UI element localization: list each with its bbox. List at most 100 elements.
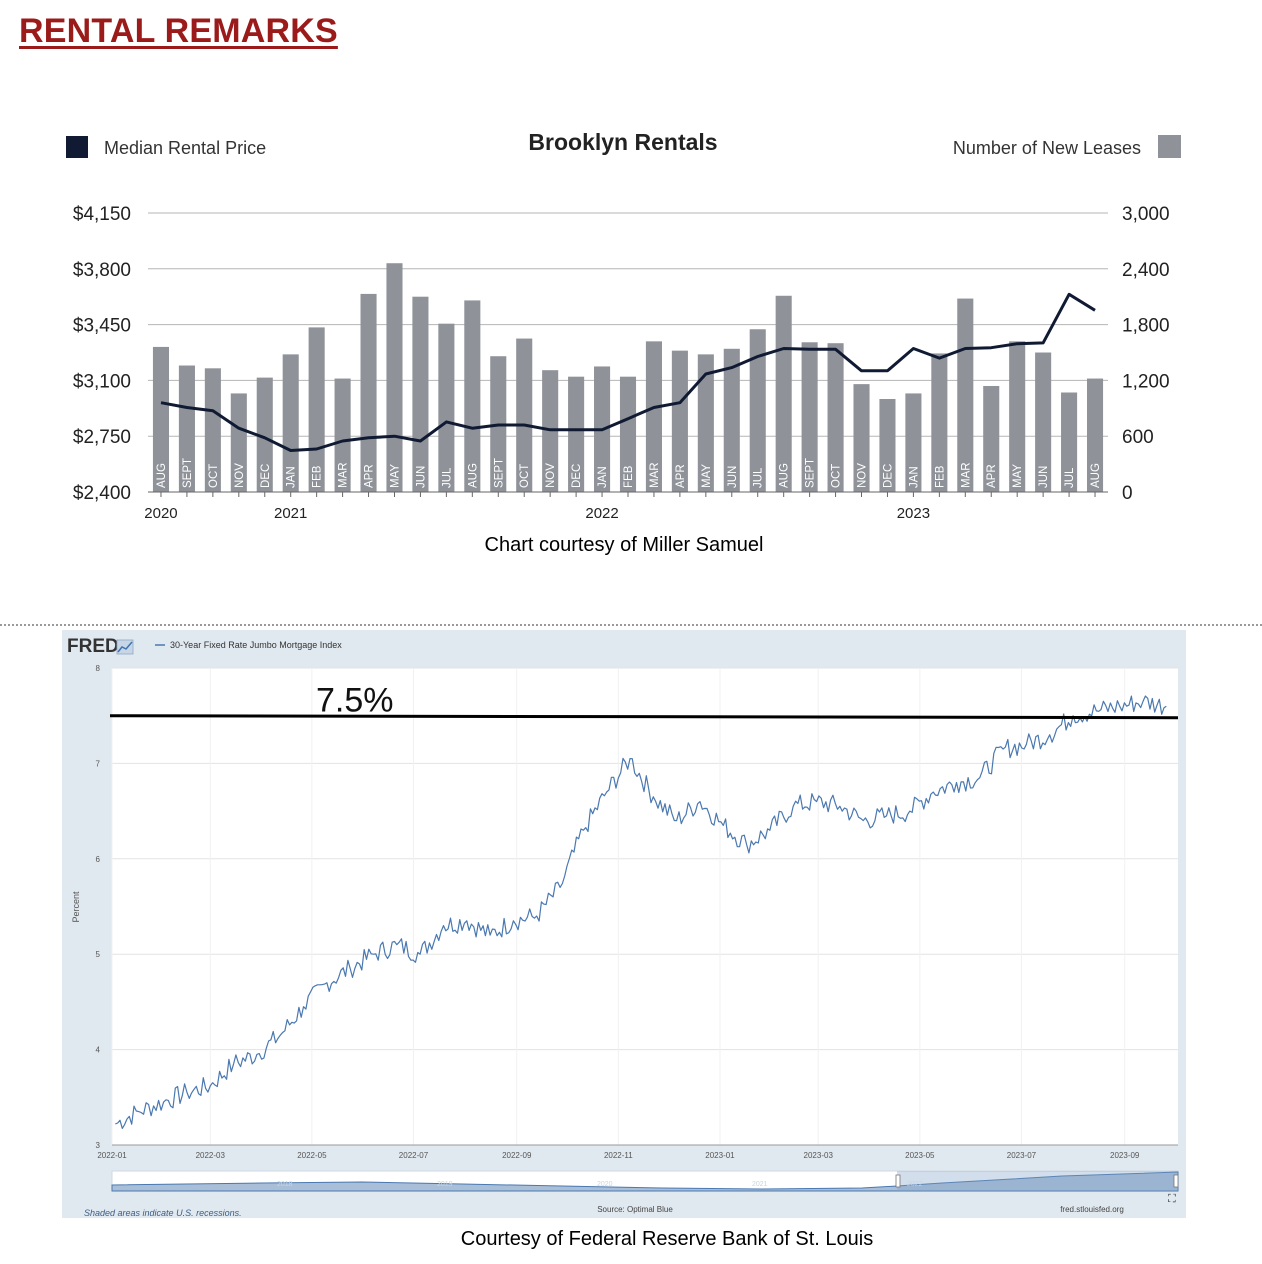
x-month-label: JAN xyxy=(597,466,609,488)
svg-text:FRED: FRED xyxy=(67,636,119,657)
x-month-label: SEPT xyxy=(493,458,505,488)
bar-new-leases xyxy=(256,377,273,492)
y-tick-label: 7 xyxy=(96,759,101,768)
bar-new-leases xyxy=(438,323,455,492)
x-month-label: JUL xyxy=(441,467,453,488)
source-note: Source: Optimal Blue xyxy=(597,1205,673,1214)
y-tick-label: 4 xyxy=(96,1046,101,1055)
bar-new-leases xyxy=(360,293,377,492)
x-month-label: DEC xyxy=(260,464,272,488)
x-month-label: MAY xyxy=(389,464,401,488)
range-navigator[interactable]: 2018 2019 2020 2021 2022 xyxy=(111,1170,1179,1192)
x-tick-label: 2023-05 xyxy=(905,1151,935,1160)
bar-new-leases xyxy=(152,346,170,492)
y-left-tick-label: $3,800 xyxy=(73,260,131,281)
legend-label-median-price: Median Rental Price xyxy=(104,138,266,158)
bar-new-leases xyxy=(204,368,221,492)
y-right-tick-label: 1,800 xyxy=(1122,316,1170,337)
x-month-label: FEB xyxy=(623,465,635,488)
bar-new-leases xyxy=(386,263,403,492)
x-tick-label: 2022-11 xyxy=(604,1151,633,1160)
x-tick-label: 2023-03 xyxy=(804,1151,834,1160)
x-month-label: JAN xyxy=(908,466,920,488)
bar-new-leases xyxy=(464,300,481,492)
x-year-label: 2021 xyxy=(274,505,307,522)
x-month-label: APR xyxy=(986,464,998,488)
y-right-tick-label: 0 xyxy=(1122,483,1133,504)
y-left-tick-label: $4,150 xyxy=(73,204,131,225)
x-month-label: SEPT xyxy=(182,458,194,488)
x-tick-label: 2022-05 xyxy=(297,1151,327,1160)
chart-caption-fed-stlouis: Courtesy of Federal Reserve Bank of St. … xyxy=(460,1228,874,1250)
navigator-year-label: 2020 xyxy=(597,1181,613,1188)
x-tick-label: 2023-01 xyxy=(705,1151,735,1160)
y-left-tick-label: $3,450 xyxy=(73,316,131,337)
x-month-label: MAR xyxy=(338,462,350,488)
y-tick-label: 8 xyxy=(96,664,101,673)
x-month-label: JUN xyxy=(1038,466,1050,488)
bar-new-leases xyxy=(775,295,792,492)
x-month-label: AUG xyxy=(1090,463,1102,488)
fred-site-link[interactable]: fred.stlouisfed.org xyxy=(1060,1205,1124,1214)
x-tick-label: 2022-07 xyxy=(399,1151,429,1160)
x-tick-label: 2022-03 xyxy=(196,1151,226,1160)
bar-new-leases xyxy=(1009,341,1026,492)
annotation-line-7-5 xyxy=(109,714,1179,720)
x-month-label: MAR xyxy=(960,462,972,488)
bar-new-leases xyxy=(308,327,325,492)
x-month-label: AUG xyxy=(156,463,168,488)
chart-title: Brooklyn Rentals xyxy=(528,129,717,155)
y-right-tick-label: 1,200 xyxy=(1122,371,1170,392)
legend-swatch-new-leases xyxy=(1158,135,1181,158)
y-left-tick-label: $2,750 xyxy=(73,427,131,448)
x-month-label: MAY xyxy=(1012,464,1024,488)
navigator-year-label: 2018 xyxy=(277,1181,293,1188)
line-jumbo-mortgage-index xyxy=(115,695,1167,1129)
y-right-tick-label: 2,400 xyxy=(1122,260,1170,281)
bar-new-leases xyxy=(801,342,818,492)
x-month-label: AUG xyxy=(467,463,479,488)
x-tick-label: 2022-09 xyxy=(502,1151,532,1160)
x-tick-label: 2022-01 xyxy=(97,1151,127,1160)
y-left-tick-label: $3,100 xyxy=(73,371,131,392)
x-year-label: 2022 xyxy=(585,505,618,522)
x-month-label: DEC xyxy=(571,464,583,488)
bar-new-leases xyxy=(282,354,299,492)
fullscreen-icon[interactable]: ⛶ xyxy=(1168,1193,1176,1205)
range-selection xyxy=(897,1171,1178,1191)
y-tick-label: 3 xyxy=(96,1141,101,1150)
x-month-label: NOV xyxy=(857,463,869,488)
bar-new-leases xyxy=(516,338,533,492)
x-month-label: APR xyxy=(675,464,687,488)
x-month-label: DEC xyxy=(882,464,894,488)
bar-new-leases xyxy=(334,378,351,492)
y-right-tick-label: 3,000 xyxy=(1122,204,1170,225)
brooklyn-rentals-chart: Median Rental Price Brooklyn Rentals Num… xyxy=(66,129,1181,522)
bar-new-leases xyxy=(1035,352,1052,492)
range-handle-right xyxy=(1173,1174,1179,1188)
x-tick-label: 2023-07 xyxy=(1007,1151,1037,1160)
annotation-label-7-5: 7.5% xyxy=(316,682,394,720)
legend-label-new-leases: Number of New Leases xyxy=(953,138,1141,158)
bar-new-leases xyxy=(905,393,922,492)
bar-new-leases xyxy=(619,376,637,492)
bar-new-leases xyxy=(671,350,688,492)
bar-new-leases xyxy=(931,353,948,492)
line-median-rental-price xyxy=(160,292,1096,452)
navigator-year-label: 2021 xyxy=(752,1181,768,1188)
bar-new-leases xyxy=(723,348,740,492)
x-month-label: OCT xyxy=(208,464,220,488)
y-axis-label: Percent xyxy=(71,891,81,923)
legend-swatch-median-price xyxy=(66,136,88,158)
bar-new-leases xyxy=(645,341,662,492)
fred-graph-panel: FRED 30-Year Fixed Rate Jumbo Mortgage I… xyxy=(62,630,1186,1218)
x-tick-label: 2023-09 xyxy=(1110,1151,1140,1160)
bar-new-leases xyxy=(697,354,714,492)
bar-new-leases xyxy=(879,399,896,492)
x-month-label: JUL xyxy=(753,467,765,488)
bar-new-leases xyxy=(178,365,195,492)
x-month-label: FEB xyxy=(312,465,324,488)
navigator-year-label: 2019 xyxy=(437,1181,453,1188)
x-month-label: MAY xyxy=(701,464,713,488)
range-handle-left xyxy=(895,1174,901,1188)
